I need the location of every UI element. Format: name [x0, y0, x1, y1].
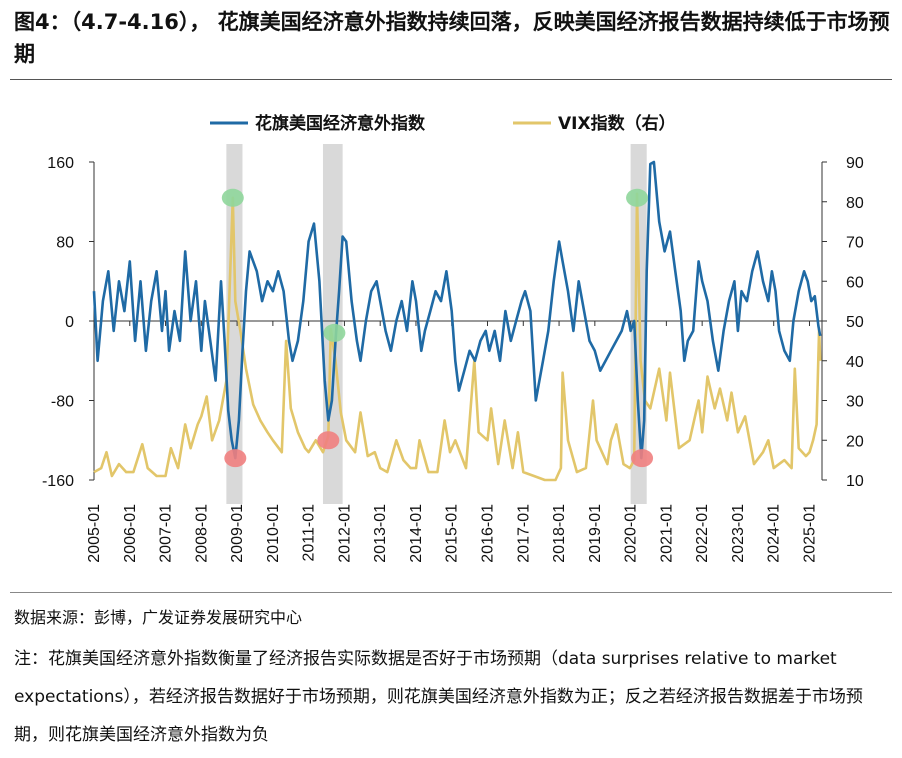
x-axis-tick-label: 2006-01 — [122, 504, 139, 563]
right-axis-tick-label: 60 — [846, 274, 864, 291]
x-axis-tick-label: 2013-01 — [372, 504, 389, 563]
left-axis-tick-label: 160 — [47, 155, 74, 172]
x-axis-tick-label: 2025-01 — [801, 504, 818, 563]
x-axis-tick-label: 2016-01 — [480, 504, 497, 563]
left-axis-tick-label: 0 — [65, 314, 74, 331]
series-layer — [92, 160, 822, 482]
source-divider — [10, 592, 892, 593]
x-axis-tick-label: 2007-01 — [158, 504, 175, 563]
right-axis-tick-label: 50 — [846, 314, 864, 331]
green-marker — [626, 188, 649, 207]
chart: 160 80 0 -80 -160 90 80 70 60 50 40 30 20 10 2005-01 20… — [42, 113, 864, 563]
figure-title: 图4：（4.7-4.16）， 花旗美国经济意外指数持续回落，反映美国经济报告数据… — [14, 10, 890, 66]
right-axis-tick-label: 20 — [846, 433, 864, 450]
series-line-citi — [92, 160, 822, 460]
right-axis-tick-label: 30 — [846, 394, 864, 411]
x-axis-tick-label: 2023-01 — [730, 504, 747, 563]
x-axis-tick-label: 2008-01 — [193, 504, 210, 563]
left-axis-tick-label: 80 — [56, 235, 74, 252]
highlight-bands — [226, 144, 647, 504]
annotation-markers — [221, 188, 654, 468]
right-axis-tick-label: 80 — [846, 195, 864, 212]
x-axis-tick-label: 2018-01 — [551, 504, 568, 563]
red-marker — [631, 449, 654, 468]
legend-label-citi: 花旗美国经济意外指数 — [255, 113, 426, 134]
footnote: 注：花旗美国经济意外指数衡量了经济报告实际数据是否好于市场预期（data sur… — [14, 649, 863, 745]
x-axis-tick-label: 2005-01 — [86, 504, 103, 563]
x-axis-tick-label: 2022-01 — [694, 504, 711, 563]
x-axis-tick-label: 2012-01 — [336, 504, 353, 563]
source-note: 数据来源：彭博，广发证券发展研究中心 — [14, 608, 303, 627]
green-marker — [323, 323, 346, 342]
x-axis-tick-label: 2014-01 — [408, 504, 425, 563]
x-axis-tick-label: 2019-01 — [587, 504, 604, 563]
axes: 160 80 0 -80 -160 90 80 70 60 50 40 30 20 10 2005-01 20… — [42, 155, 864, 563]
legend: 花旗美国经济意外指数 VIX指数（右） — [210, 113, 676, 134]
x-axis-tick-label: 2009-01 — [229, 504, 246, 563]
right-axis-tick-label: 40 — [846, 354, 864, 371]
title-divider — [10, 79, 892, 80]
left-axis-tick-label: -80 — [51, 394, 74, 411]
red-marker — [224, 449, 247, 468]
x-axis-tick-label: 2017-01 — [515, 504, 532, 563]
right-axis-tick-label: 70 — [846, 235, 864, 252]
right-axis-tick-label: 10 — [846, 473, 864, 490]
highlight-band — [322, 144, 343, 504]
x-axis-tick-label: 2011-01 — [301, 504, 318, 562]
green-marker — [221, 188, 244, 207]
red-marker — [317, 431, 340, 450]
x-axis-tick-label: 2020-01 — [623, 504, 640, 563]
legend-label-vix: VIX指数（右） — [558, 113, 676, 134]
x-axis-tick-label: 2015-01 — [444, 504, 461, 563]
left-axis-tick-label: -160 — [42, 473, 74, 490]
right-axis-tick-label: 90 — [846, 155, 864, 172]
x-axis-tick-label: 2010-01 — [265, 504, 282, 563]
series-line-vix — [93, 192, 822, 482]
x-axis-tick-label: 2024-01 — [766, 504, 783, 563]
x-axis-tick-label: 2021-01 — [658, 504, 675, 563]
